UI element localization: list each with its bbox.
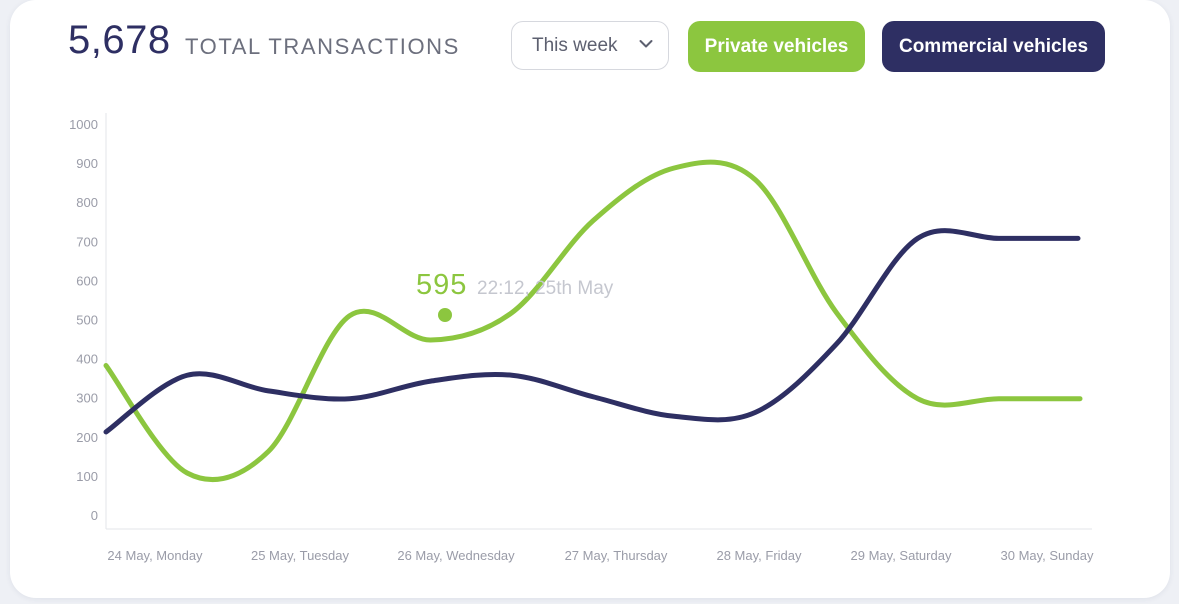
- chart-card: [10, 0, 1170, 598]
- y-tick-label-700: 700: [76, 234, 98, 249]
- y-tick-label-100: 100: [76, 469, 98, 484]
- private-vehicles-line: [103, 159, 1083, 483]
- commercial-vehicles-button[interactable]: Commercial vehicles: [882, 21, 1105, 72]
- x-tick-label-2: 25 May, Tuesday: [251, 548, 350, 563]
- chevron-down-icon: [639, 40, 653, 48]
- y-tick-label-800: 800: [76, 195, 98, 210]
- x-tick-label-7: 30 May, Sunday: [1001, 548, 1094, 563]
- x-tick-label-3: 26 May, Wednesday: [397, 548, 515, 563]
- y-tick-label-600: 600: [76, 273, 98, 288]
- commercial-vehicles-label: Commercial vehicles: [898, 35, 1089, 57]
- highlight-point: [438, 308, 452, 322]
- y-tick-label-200: 200: [76, 430, 98, 445]
- y-tick-label-400: 400: [76, 352, 98, 367]
- commercial-vehicles-line: [103, 228, 1081, 435]
- highlight-value: 595: [416, 269, 467, 301]
- y-tick-label-500: 500: [76, 313, 98, 328]
- total-transactions-label: TOTAL TRANSACTIONS: [185, 34, 460, 59]
- x-tick-label-4: 27 May, Thursday: [565, 548, 668, 563]
- y-tick-label-300: 300: [76, 391, 98, 406]
- x-tick-label-5: 28 May, Friday: [716, 548, 802, 563]
- x-tick-label-6: 29 May, Saturday: [851, 548, 952, 563]
- y-tick-label-0: 0: [91, 508, 98, 523]
- private-vehicles-label: Private vehicles: [704, 35, 849, 57]
- x-tick-label-1: 24 May, Monday: [107, 548, 203, 563]
- highlight-timestamp: 22:12, 25th May: [477, 278, 614, 299]
- total-transactions-value: 5,678: [68, 18, 171, 62]
- period-dropdown-label: This week: [532, 34, 618, 56]
- chart-header: 5,678 TOTAL TRANSACTIONS This week Priva…: [0, 0, 1179, 90]
- period-dropdown[interactable]: This week: [511, 21, 669, 70]
- private-vehicles-button[interactable]: Private vehicles: [688, 21, 865, 72]
- y-tick-label-1000: 1000: [69, 117, 98, 132]
- y-tick-label-900: 900: [76, 156, 98, 171]
